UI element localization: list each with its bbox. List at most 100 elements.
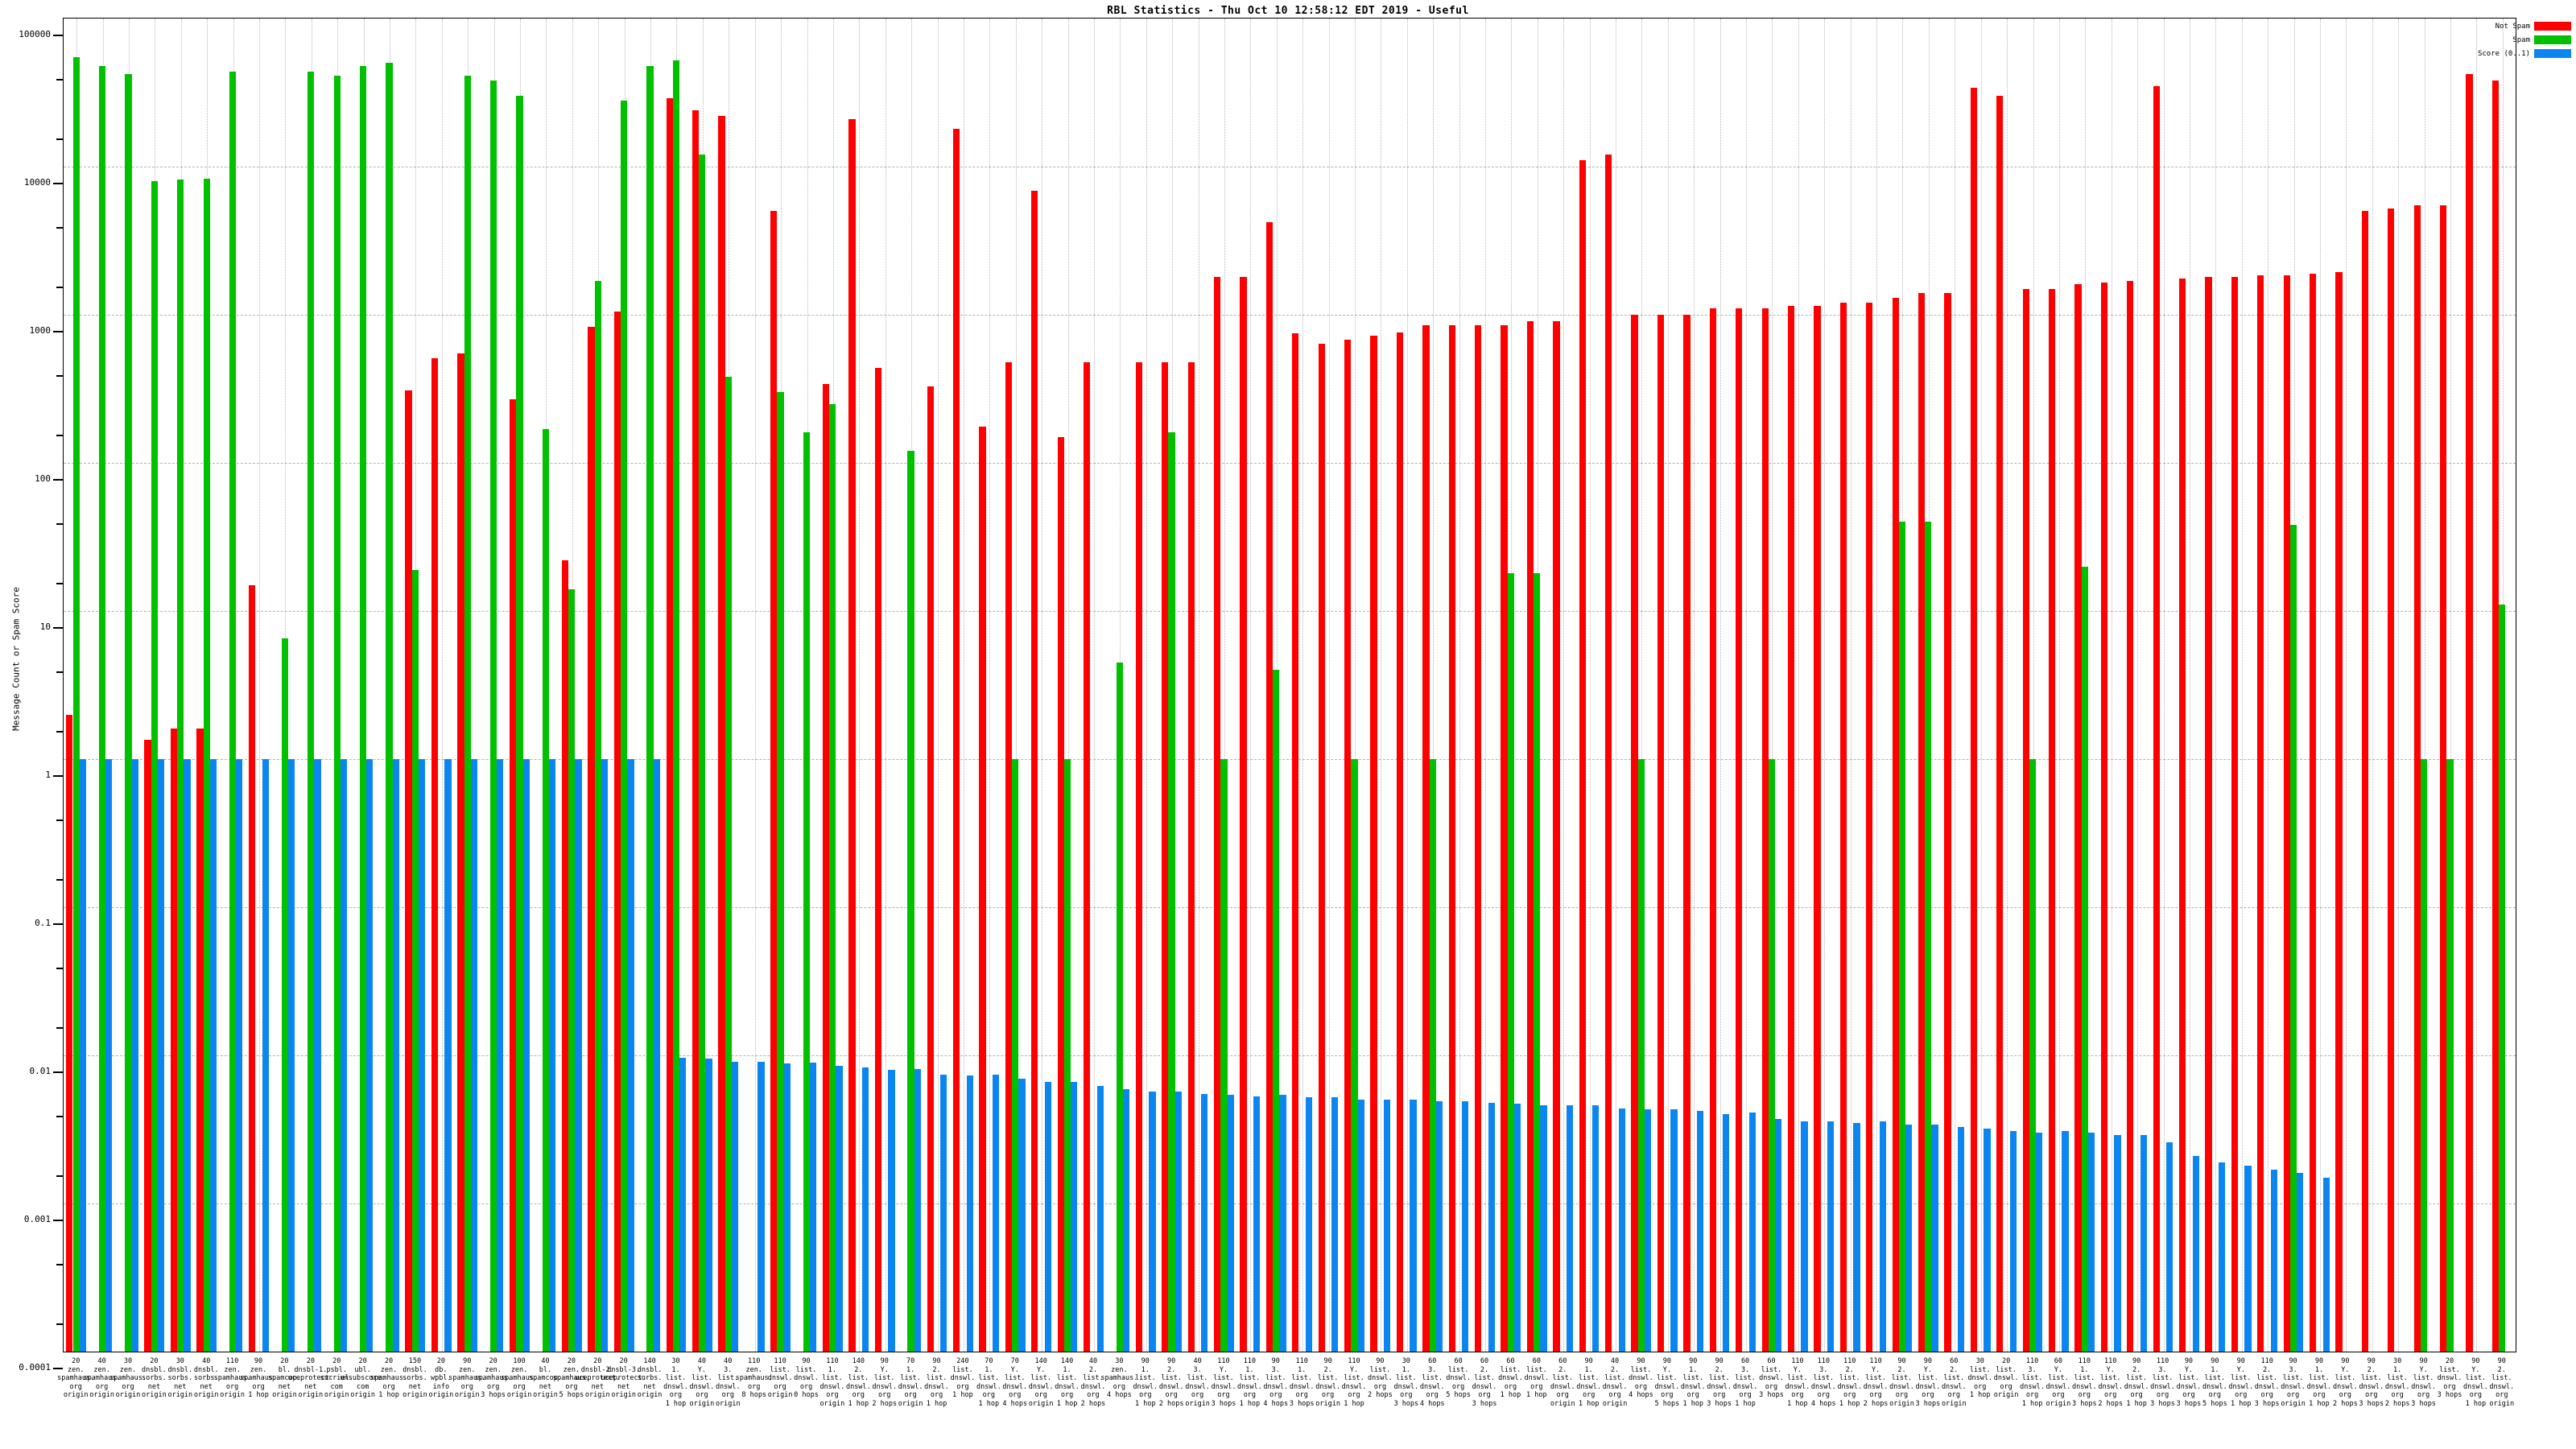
bar-score[interactable] xyxy=(1174,1091,1182,1352)
bar-not-spam[interactable] xyxy=(1996,96,2004,1352)
bar-score[interactable] xyxy=(1696,1111,1704,1352)
bar-group[interactable] xyxy=(690,19,716,1352)
bar-score[interactable] xyxy=(1410,1100,1417,1352)
bar-score[interactable] xyxy=(184,759,191,1352)
bar-group[interactable] xyxy=(1394,19,1420,1352)
bar-group[interactable] xyxy=(663,19,689,1352)
bar-not-spam[interactable] xyxy=(1501,325,1508,1352)
bar-group[interactable] xyxy=(1994,19,2020,1352)
bar-score[interactable] xyxy=(2140,1134,2147,1352)
bar-group[interactable] xyxy=(2438,19,2463,1352)
bar-not-spam[interactable] xyxy=(874,367,882,1352)
bar-score[interactable] xyxy=(2270,1169,2277,1352)
bar-not-spam[interactable] xyxy=(1005,361,1013,1352)
bar-spam[interactable] xyxy=(724,377,732,1352)
bar-not-spam[interactable] xyxy=(2388,208,2395,1352)
bar-score[interactable] xyxy=(1227,1095,1234,1352)
bar-score[interactable] xyxy=(1801,1121,1808,1352)
bar-spam[interactable] xyxy=(646,65,654,1352)
bar-not-spam[interactable] xyxy=(1135,361,1143,1352)
bar-group[interactable] xyxy=(1655,19,1681,1352)
bar-score[interactable] xyxy=(340,759,348,1352)
bar-group[interactable] xyxy=(402,19,428,1352)
bar-score[interactable] xyxy=(1462,1101,1469,1352)
bar-group[interactable] xyxy=(116,19,142,1352)
bar-not-spam[interactable] xyxy=(2127,280,2134,1352)
bar-group[interactable] xyxy=(2072,19,2098,1352)
bar-score[interactable] xyxy=(2036,1133,2043,1352)
bar-score[interactable] xyxy=(262,759,269,1352)
bar-score[interactable] xyxy=(1566,1105,1574,1352)
bar-group[interactable] xyxy=(1159,19,1185,1352)
bar-not-spam[interactable] xyxy=(2413,204,2421,1352)
bar-not-spam[interactable] xyxy=(1240,277,1247,1352)
bar-not-spam[interactable] xyxy=(1031,190,1038,1352)
bar-group[interactable] xyxy=(1446,19,1472,1352)
bar-score[interactable] xyxy=(1383,1100,1391,1352)
bar-not-spam[interactable] xyxy=(1787,305,1795,1352)
bar-group[interactable] xyxy=(2463,19,2489,1352)
bar-spam[interactable] xyxy=(333,76,341,1352)
bar-not-spam[interactable] xyxy=(979,427,986,1352)
bar-score[interactable] xyxy=(1435,1101,1443,1352)
bar-group[interactable] xyxy=(1237,19,1263,1352)
bar-score[interactable] xyxy=(2218,1162,2226,1352)
bar-not-spam[interactable] xyxy=(1944,293,1951,1352)
bar-group[interactable] xyxy=(794,19,819,1352)
bar-group[interactable] xyxy=(1785,19,1811,1352)
bar-score[interactable] xyxy=(1253,1096,1261,1352)
bar-not-spam[interactable] xyxy=(2231,277,2239,1352)
bar-spam[interactable] xyxy=(489,80,497,1352)
bar-score[interactable] xyxy=(1122,1089,1130,1352)
bar-group[interactable] xyxy=(2411,19,2437,1352)
bar-group[interactable] xyxy=(142,19,167,1352)
bar-score[interactable] xyxy=(1018,1078,1026,1352)
bar-spam[interactable] xyxy=(1351,759,1358,1352)
bar-spam[interactable] xyxy=(229,71,237,1352)
bar-not-spam[interactable] xyxy=(1344,339,1352,1352)
bar-not-spam[interactable] xyxy=(457,353,464,1352)
bar-group[interactable] xyxy=(1968,19,1994,1352)
bar-group[interactable] xyxy=(533,19,559,1352)
bar-group[interactable] xyxy=(611,19,637,1352)
bar-score[interactable] xyxy=(966,1075,973,1352)
bar-not-spam[interactable] xyxy=(2074,284,2082,1352)
bar-spam[interactable] xyxy=(1768,759,1776,1352)
bar-score[interactable] xyxy=(705,1059,712,1352)
bar-spam[interactable] xyxy=(151,180,158,1352)
bar-score[interactable] xyxy=(1775,1119,1782,1352)
bar-not-spam[interactable] xyxy=(2022,288,2029,1352)
bar-group[interactable] xyxy=(1368,19,1393,1352)
bar-group[interactable] xyxy=(1420,19,1446,1352)
bar-group[interactable] xyxy=(299,19,324,1352)
bar-spam[interactable] xyxy=(308,71,315,1352)
bar-score[interactable] xyxy=(1879,1121,1886,1352)
bar-not-spam[interactable] xyxy=(1553,321,1560,1352)
bar-not-spam[interactable] xyxy=(1475,325,1482,1352)
bar-score[interactable] xyxy=(1331,1097,1339,1352)
bar-group[interactable] xyxy=(716,19,741,1352)
bar-not-spam[interactable] xyxy=(66,714,73,1352)
bar-score[interactable] xyxy=(679,1058,687,1352)
bar-group[interactable] xyxy=(1550,19,1576,1352)
bar-score[interactable] xyxy=(783,1063,791,1352)
bar-spam[interactable] xyxy=(1220,759,1228,1352)
bar-not-spam[interactable] xyxy=(2178,279,2186,1352)
bar-score[interactable] xyxy=(627,759,634,1352)
bar-not-spam[interactable] xyxy=(1605,155,1612,1352)
bar-score[interactable] xyxy=(992,1075,1000,1352)
bar-group[interactable] xyxy=(638,19,663,1352)
bar-group[interactable] xyxy=(2359,19,2385,1352)
bar-not-spam[interactable] xyxy=(1526,321,1534,1352)
bar-spam[interactable] xyxy=(620,100,628,1352)
bar-spam[interactable] xyxy=(2499,605,2506,1352)
bar-score[interactable] xyxy=(1957,1126,1965,1352)
bar-not-spam[interactable] xyxy=(1579,160,1586,1352)
bar-group[interactable] xyxy=(742,19,768,1352)
bar-score[interactable] xyxy=(366,759,374,1352)
bar-group[interactable] xyxy=(1133,19,1159,1352)
bar-score[interactable] xyxy=(1748,1113,1756,1352)
bar-group[interactable] xyxy=(1315,19,1341,1352)
bar-spam[interactable] xyxy=(411,569,419,1352)
bar-spam[interactable] xyxy=(177,179,184,1352)
